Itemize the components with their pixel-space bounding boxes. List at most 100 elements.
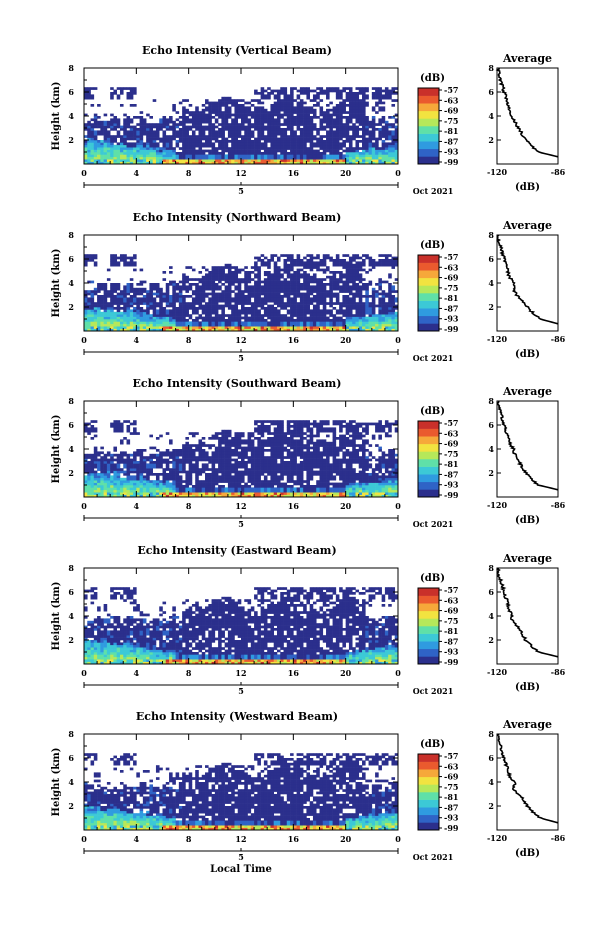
heatmap-cell — [123, 302, 127, 305]
heatmap-cell — [381, 314, 386, 317]
heatmap-cell — [384, 302, 389, 305]
heatmap-cell — [280, 314, 284, 317]
heatmap-cell — [388, 125, 392, 129]
heatmap-cell — [250, 316, 255, 320]
heatmap-cell — [296, 292, 301, 296]
heatmap-cell — [303, 280, 307, 284]
heatmap-cell — [103, 465, 108, 469]
heatmap-cell — [119, 154, 124, 158]
heatmap-cell — [175, 287, 180, 291]
heatmap-cell — [119, 135, 124, 138]
heatmap-cell — [146, 328, 150, 332]
heatmap-cell — [208, 285, 212, 289]
heatmap-cell — [270, 92, 275, 95]
heatmap-cell — [211, 275, 216, 279]
heatmap-cell — [90, 290, 95, 293]
heatmap-cell — [103, 492, 108, 495]
heatmap-cell — [205, 268, 209, 272]
heatmap-cell — [358, 285, 363, 289]
heatmap-cell — [254, 159, 258, 162]
heatmap-cell — [126, 307, 131, 310]
heatmap-cell — [90, 144, 95, 148]
heatmap-cell — [378, 89, 382, 93]
heatmap-cell — [309, 142, 314, 146]
heatmap-cell — [142, 463, 147, 467]
heatmap-cell — [345, 161, 350, 165]
heatmap-cell — [365, 271, 369, 274]
heatmap-cell — [335, 128, 340, 131]
heatmap-cell — [100, 130, 104, 134]
heatmap-cell — [371, 87, 376, 90]
heatmap-cell — [244, 101, 248, 105]
heatmap-cell — [254, 323, 258, 327]
heatmap-cell — [227, 273, 232, 277]
heatmap-cell — [106, 482, 111, 486]
heatmap-cell — [162, 299, 167, 303]
heatmap-cell — [208, 328, 212, 332]
heatmap-cell — [273, 299, 278, 303]
heatmap-cell — [371, 156, 376, 160]
heatmap-cell — [123, 156, 127, 160]
heatmap-cell — [358, 89, 363, 93]
heatmap-cell — [234, 156, 239, 160]
heatmap-cell — [155, 475, 160, 479]
heatmap-cell — [224, 137, 229, 141]
heatmap-cell — [97, 144, 101, 148]
heatmap-cell — [119, 451, 124, 455]
heatmap-cell — [322, 314, 327, 317]
heatmap-cell — [106, 494, 111, 498]
heatmap-cell — [175, 299, 180, 303]
heatmap-cell — [270, 156, 275, 160]
heatmap-cell — [100, 302, 104, 305]
heatmap-cell — [218, 326, 222, 329]
heatmap-cell — [303, 161, 307, 165]
heatmap-cell — [257, 152, 261, 155]
heatmap-cell — [110, 319, 114, 322]
heatmap-cell — [296, 287, 301, 291]
heatmap-cell — [185, 295, 189, 298]
heatmap-cell — [188, 304, 193, 308]
heatmap-cell — [175, 161, 180, 165]
heatmap-cell — [208, 292, 212, 296]
heatmap-cell — [316, 256, 320, 260]
colorbar-swatch — [418, 277, 439, 286]
heatmap-cell — [110, 154, 114, 158]
heatmap-cell — [116, 311, 121, 315]
heatmap-cell — [93, 456, 98, 459]
heatmap-cell — [155, 482, 160, 486]
heatmap-cell — [87, 92, 91, 95]
heatmap-cell — [149, 489, 153, 493]
heatmap-cell — [146, 485, 150, 488]
heatmap-cell — [348, 319, 353, 322]
heatmap-cell — [286, 283, 291, 286]
heatmap-cell — [280, 101, 284, 105]
heatmap-cell — [93, 465, 98, 469]
heatmap-cell — [388, 156, 392, 160]
heatmap-cell — [110, 261, 114, 265]
heatmap-cell — [365, 116, 369, 119]
heatmap-cell — [384, 254, 389, 257]
heatmap-cell — [214, 135, 219, 138]
heatmap-cell — [155, 161, 160, 165]
average-ytick-label: 4 — [488, 111, 494, 121]
heatmap-cell — [335, 125, 340, 129]
heatmap-cell — [100, 142, 104, 146]
heatmap-cell — [388, 307, 392, 310]
heatmap-cell — [391, 125, 396, 129]
heatmap-cell — [182, 130, 186, 134]
heatmap-cell — [198, 125, 203, 129]
heatmap-cell — [211, 161, 216, 165]
heatmap-cell — [247, 101, 252, 105]
heatmap-cell — [352, 268, 356, 272]
heatmap-cell — [136, 465, 140, 469]
heatmap-cell — [123, 307, 127, 310]
heatmap-cell — [375, 96, 379, 100]
heatmap-cell — [394, 125, 399, 129]
heatmap-cell — [182, 120, 186, 124]
heatmap-cell — [368, 142, 373, 146]
heatmap-cell — [362, 254, 366, 257]
heatmap-cell — [273, 302, 278, 305]
heatmap-cell — [273, 118, 278, 122]
heatmap-cell — [175, 285, 180, 289]
heatmap-cell — [388, 135, 392, 138]
